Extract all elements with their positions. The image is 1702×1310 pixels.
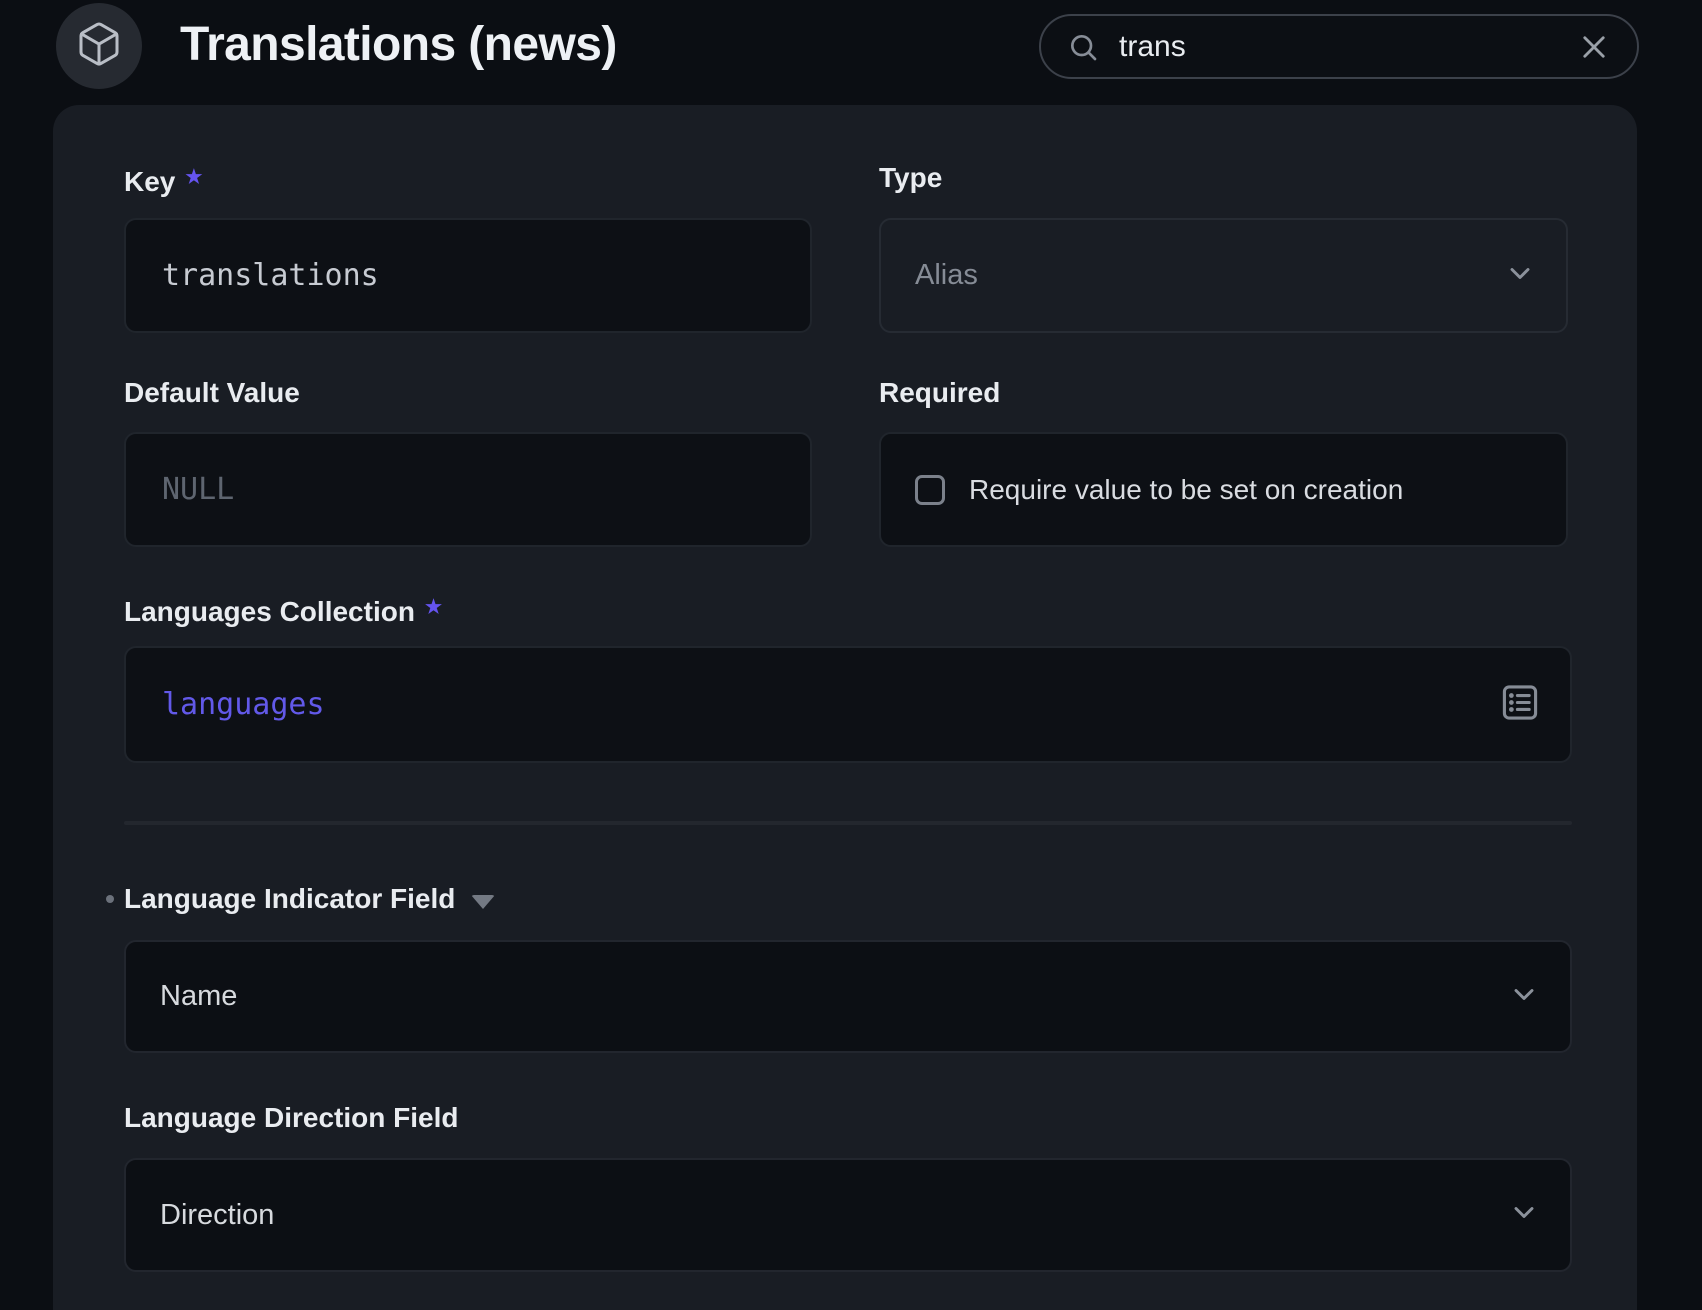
box-cube-icon [75,20,123,73]
default-value-input[interactable] [160,471,814,508]
key-input-box [124,218,814,333]
required-marker: ★ [424,597,442,618]
collection-list-icon[interactable] [1498,680,1542,729]
language-indicator-field-label: Language Indicator Field [124,883,456,914]
key-label: Key ★ [124,166,203,197]
required-checkbox[interactable] [915,474,945,505]
edited-dot-indicator [106,895,114,903]
close-icon[interactable] [1577,30,1611,64]
default-value-input-box [124,432,814,547]
language-indicator-field-label-row: Language Indicator Field [106,881,496,917]
search-input[interactable] [1117,28,1559,65]
type-label: Type [879,162,943,193]
chevron-down-icon [1508,1197,1540,1234]
language-direction-field-value: Direction [160,1198,275,1231]
label-dropdown-caret-icon[interactable] [471,895,496,909]
chevron-down-icon [1508,978,1540,1015]
type-select[interactable]: Alias [879,218,1568,333]
language-direction-field-select[interactable]: Direction [124,1158,1572,1272]
language-indicator-field-value: Name [160,980,238,1012]
collection-icon-badge [56,3,142,89]
languages-collection-input[interactable] [160,686,1574,723]
section-divider [124,821,1572,825]
search-bar[interactable] [1039,14,1639,79]
language-indicator-field-select[interactable]: Name [124,940,1572,1053]
required-label: Required [879,377,1001,408]
required-box: Require value to be set on creation [879,432,1568,547]
required-checkbox-label[interactable]: Require value to be set on creation [969,473,1404,505]
type-select-value: Alias [915,259,978,291]
languages-collection-input-box [124,646,1574,763]
chevron-down-icon [1504,257,1536,294]
search-icon [1067,31,1099,63]
languages-collection-label: Languages Collection ★ [124,596,442,627]
key-input[interactable] [160,257,814,294]
default-value-label: Default Value [124,377,300,408]
required-marker: ★ [185,167,203,188]
language-direction-field-label: Language Direction Field [124,1102,459,1133]
field-settings-panel: Key★ Type Alias Default Value Required [53,105,1637,1310]
page-title: Translations (news) [180,18,617,71]
